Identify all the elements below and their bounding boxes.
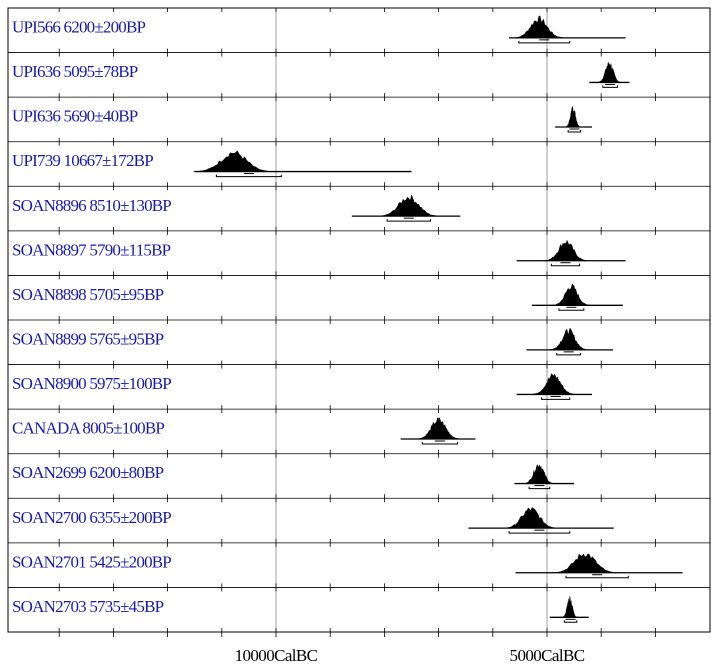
probability-distribution (551, 553, 619, 573)
sample-label: SOAN2701 5425±200BP (12, 552, 171, 571)
probability-distribution (415, 417, 462, 440)
sample-label: SOAN8899 5765±95BP (12, 330, 164, 349)
confidence-range (528, 486, 551, 490)
sample-row: UPI566 6200±200BP (12, 15, 626, 44)
sample-row: CANADA 8005±100BP (12, 417, 476, 445)
confidence-range (563, 620, 578, 623)
sample-label: UPI739 10667±172BP (12, 151, 153, 170)
sample-label: SOAN2699 6200±80BP (12, 463, 164, 482)
sample-label: SOAN8896 8510±130BP (12, 196, 171, 215)
x-tick-label: 5000CalBC (510, 646, 585, 665)
probability-distribution (552, 283, 591, 306)
sample-label: SOAN8897 5790±115BP (12, 240, 171, 259)
confidence-range (518, 40, 571, 44)
sample-label: UPI636 5095±78BP (12, 62, 138, 81)
confidence-range (558, 308, 585, 311)
sample-row: SOAN8896 8510±130BP (12, 194, 461, 222)
sample-label: SOAN2703 5735±45BP (12, 597, 164, 616)
confidence-range (550, 263, 581, 267)
sample-row: SOAN2699 6200±80BP (12, 463, 575, 490)
probability-distribution (377, 194, 441, 217)
confidence-range (508, 531, 571, 534)
confidence-range (602, 85, 618, 88)
x-tick-label: 10000CalBC (235, 646, 318, 665)
sample-label: SOAN8898 5705±95BP (12, 285, 164, 304)
sample-row: SOAN8898 5705±95BP (12, 283, 623, 311)
sample-row: SOAN2701 5425±200BP (12, 552, 683, 579)
probability-distribution (561, 596, 578, 618)
confidence-range (421, 442, 459, 445)
probability-distribution (543, 239, 589, 261)
probability-distribution (502, 507, 559, 529)
confidence-range (567, 130, 582, 133)
sample-row: SOAN2700 6355±200BP (12, 507, 614, 534)
sample-row: UPI739 10667±172BP (12, 150, 412, 178)
sample-row: SOAN8900 5975±100BP (12, 373, 592, 400)
sample-row: UPI636 5095±78BP (12, 62, 630, 88)
sample-row: SOAN2703 5735±45BP (12, 596, 589, 623)
probability-distribution (596, 62, 622, 83)
sample-label: UPI566 6200±200BP (12, 18, 146, 37)
confidence-range (556, 352, 582, 356)
sample-row: SOAN8899 5765±95BP (12, 328, 614, 356)
probability-distribution (193, 150, 274, 172)
probability-distribution (530, 373, 577, 395)
probability-distribution (523, 464, 555, 484)
sample-label: SOAN8900 5975±100BP (12, 374, 171, 393)
confidence-range (386, 219, 431, 222)
probability-distribution (564, 106, 582, 128)
sample-label: SOAN2700 6355±200BP (12, 508, 171, 527)
sample-label: CANADA 8005±100BP (12, 419, 164, 438)
sample-row: UPI636 5690±40BP (12, 106, 592, 133)
probability-distribution (548, 328, 589, 351)
sample-label: UPI636 5690±40BP (12, 107, 138, 126)
sample-row: SOAN8897 5790±115BP (12, 239, 626, 267)
confidence-range (541, 397, 571, 400)
probability-distribution (512, 15, 566, 39)
confidence-range (215, 174, 282, 178)
confidence-range (565, 575, 629, 579)
